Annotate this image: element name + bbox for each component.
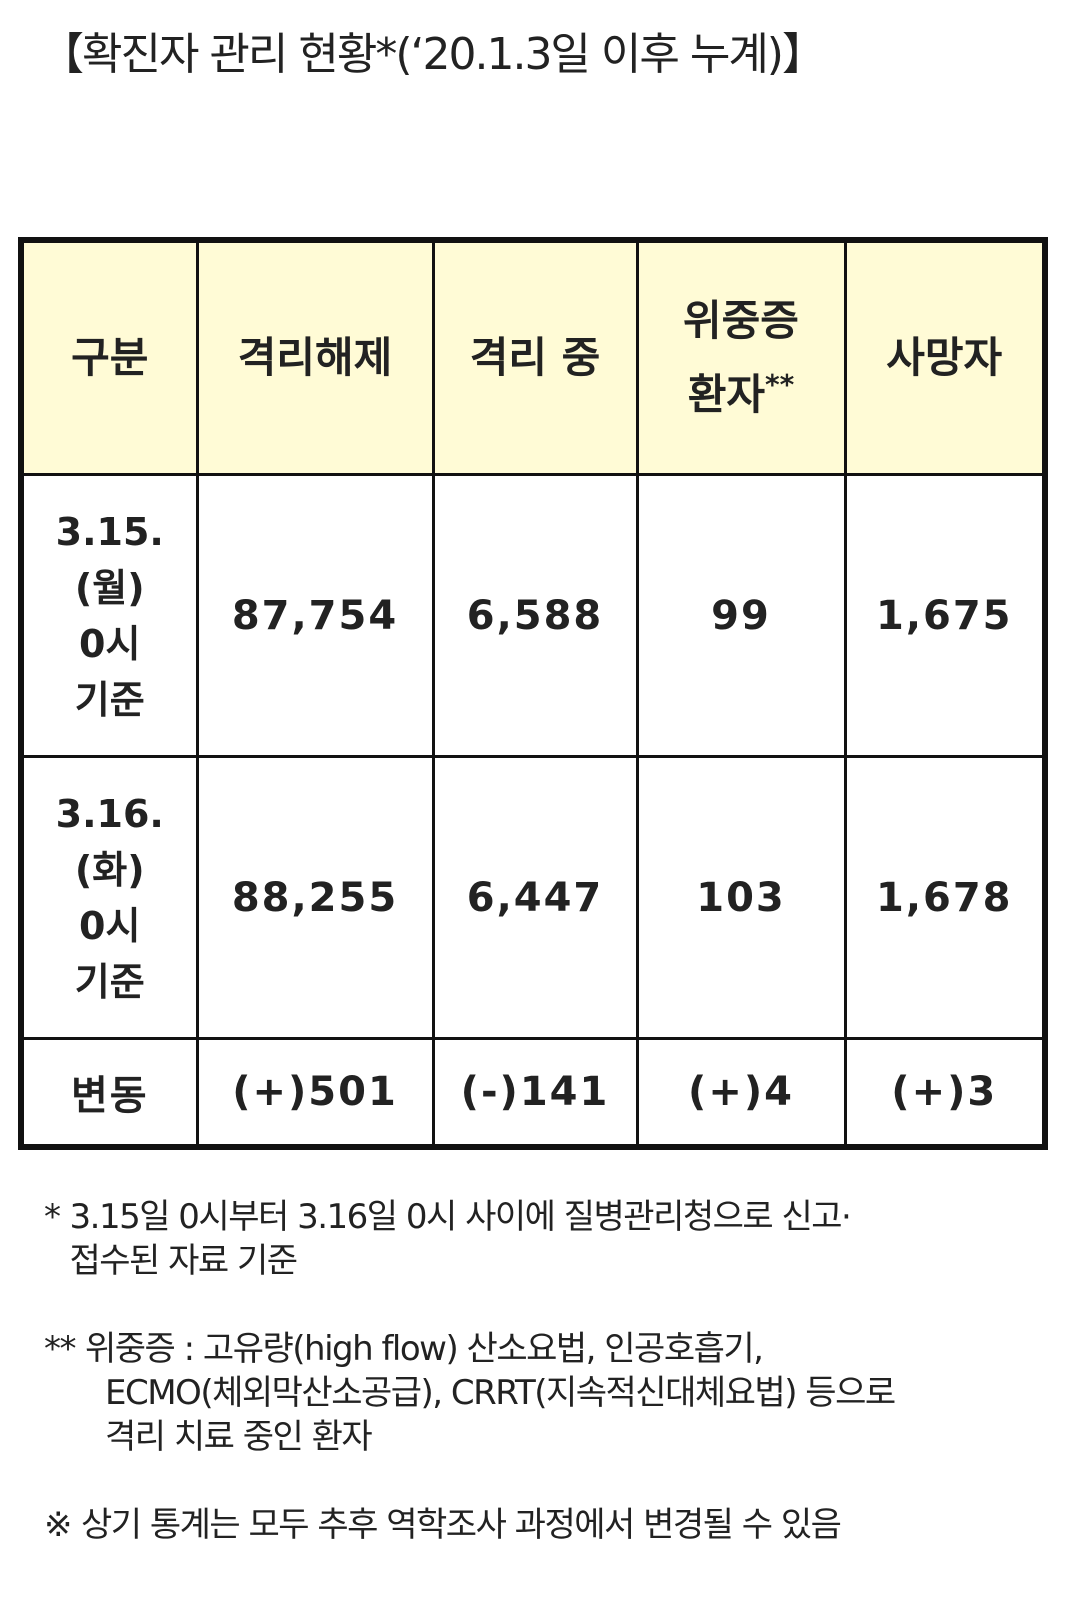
- note-line: 위중증 : 고유량(high flow) 산소요법, 인공호흡기,: [85, 1329, 764, 1369]
- note-text: 위중증 : 고유량(high flow) 산소요법, 인공호흡기, ECMO(체외…: [85, 1327, 896, 1459]
- note: ※ 상기 통계는 모두 추후 역학조사 과정에서 변경될 수 있음: [44, 1503, 1054, 1547]
- note-line: 격리 치료 중인 환자: [105, 1417, 373, 1457]
- table-body: 3.15. (월) 0시 기준 87,754 6,588 99 1,675 3.16. (화) 0시…: [19, 473, 1047, 1148]
- note-text: 상기 통계는 모두 추후 역학조사 과정에서 변경될 수 있음: [81, 1503, 842, 1547]
- cell-line: 기준: [74, 959, 145, 1004]
- note-mark: *: [44, 1197, 61, 1237]
- header-cell: 격리해제: [195, 238, 435, 476]
- footnote-mark: **: [764, 368, 795, 401]
- cell-line: (화): [74, 847, 145, 892]
- note: ** 위중증 : 고유량(high flow) 산소요법, 인공호흡기, ECMO(…: [44, 1327, 1054, 1459]
- cell-line: 위중증: [683, 296, 799, 345]
- title: 【확진자 관리 현황*(‘20.1.3일 이후 누계)】: [40, 29, 826, 80]
- cell-line: (월): [74, 565, 145, 610]
- header-cell: 사망자: [843, 238, 1047, 476]
- note-line: ECMO(체외막산소공급), CRRT(지속적신대체요법) 등으로: [105, 1373, 896, 1413]
- note-mark: **: [44, 1329, 77, 1369]
- cell-line: 0시: [79, 621, 141, 666]
- header-cell: 격리 중: [431, 238, 639, 476]
- header-row: 구분 격리해제 격리 중 위중증 환자** 사망자: [19, 238, 1047, 476]
- note: * 3.15일 0시부터 3.16일 0시 사이에 질병관리청으로 신고· 접수된 …: [44, 1195, 1054, 1283]
- table-cell: 6,588: [431, 473, 639, 758]
- header-cell: 구분: [19, 238, 199, 476]
- table-cell: 88,255: [195, 755, 435, 1040]
- table-cell: 1,678: [843, 755, 1047, 1040]
- table-cell: 6,447: [431, 755, 639, 1040]
- note-mark: ※: [44, 1505, 73, 1545]
- table-cell: (-)141: [431, 1037, 639, 1148]
- table-cell: (+)501: [195, 1037, 435, 1148]
- cell-line: 3.16.: [55, 791, 164, 836]
- table-row: 변동 (+)501 (-)141 (+)4 (+)3: [19, 1037, 1047, 1148]
- cell-line: 0시: [79, 903, 141, 948]
- cell-line: 환자**: [687, 368, 795, 419]
- table-cell: 99: [635, 473, 847, 758]
- table-cell: 1,675: [843, 473, 1047, 758]
- table-cell: 103: [635, 755, 847, 1040]
- table-cell: (+)3: [843, 1037, 1047, 1148]
- note-text: 3.15일 0시부터 3.16일 0시 사이에 질병관리청으로 신고· 접수된 자…: [69, 1195, 852, 1283]
- table-header: 구분 격리해제 격리 중 위중증 환자** 사망자: [19, 238, 1047, 476]
- note-line: 3.15일 0시부터 3.16일 0시 사이에 질병관리청으로 신고·: [69, 1197, 852, 1237]
- notes: * 3.15일 0시부터 3.16일 0시 사이에 질병관리청으로 신고· 접수된 …: [44, 1195, 1054, 1591]
- note-line: 상기 통계는 모두 추후 역학조사 과정에서 변경될 수 있음: [81, 1505, 842, 1545]
- cell-line: 3.15.: [55, 509, 164, 554]
- cell-line: 기준: [74, 677, 145, 722]
- status-table: 구분 격리해제 격리 중 위중증 환자** 사망자 3.15. (월) 0시 기준 87,754 6…: [18, 237, 1048, 1150]
- table-cell: 87,754: [195, 473, 435, 758]
- note-line: 접수된 자료 기준: [69, 1241, 299, 1281]
- table-cell: 변동: [19, 1037, 199, 1148]
- table-cell: (+)4: [635, 1037, 847, 1148]
